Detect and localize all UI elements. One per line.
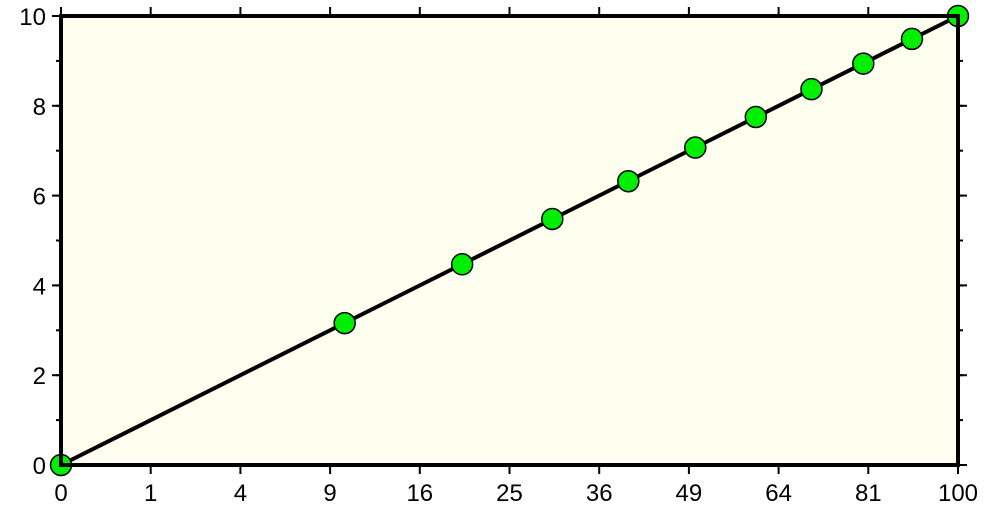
x-tick-label: 25: [496, 480, 523, 507]
x-tick-label: 81: [855, 480, 882, 507]
data-point: [852, 52, 875, 75]
x-tick-label: 36: [586, 480, 613, 507]
data-point: [617, 169, 640, 193]
data-point: [744, 105, 768, 129]
x-tick-label: 0: [54, 480, 67, 507]
y-tick-label: 2: [33, 363, 46, 390]
x-tick-label: 100: [938, 480, 978, 507]
data-point: [450, 253, 474, 276]
x-tick-label: 64: [765, 480, 792, 507]
y-tick-label: 10: [19, 4, 46, 31]
data-point: [541, 207, 564, 231]
x-tick-label: 9: [323, 480, 336, 507]
x-tick-label: 1: [144, 480, 157, 507]
x-tick-label: 16: [406, 480, 433, 507]
data-point: [800, 77, 823, 101]
data-point: [900, 27, 924, 51]
x-tick-label: 49: [676, 480, 703, 507]
data-point: [684, 136, 707, 159]
y-tick-label: 6: [33, 184, 46, 211]
y-tick-label: 8: [33, 94, 46, 121]
y-tick-label: 0: [33, 453, 46, 480]
y-tick-label: 4: [33, 273, 46, 300]
plot-frame: [59, 14, 960, 467]
x-tick-label: 4: [234, 480, 247, 507]
data-point: [333, 311, 356, 335]
